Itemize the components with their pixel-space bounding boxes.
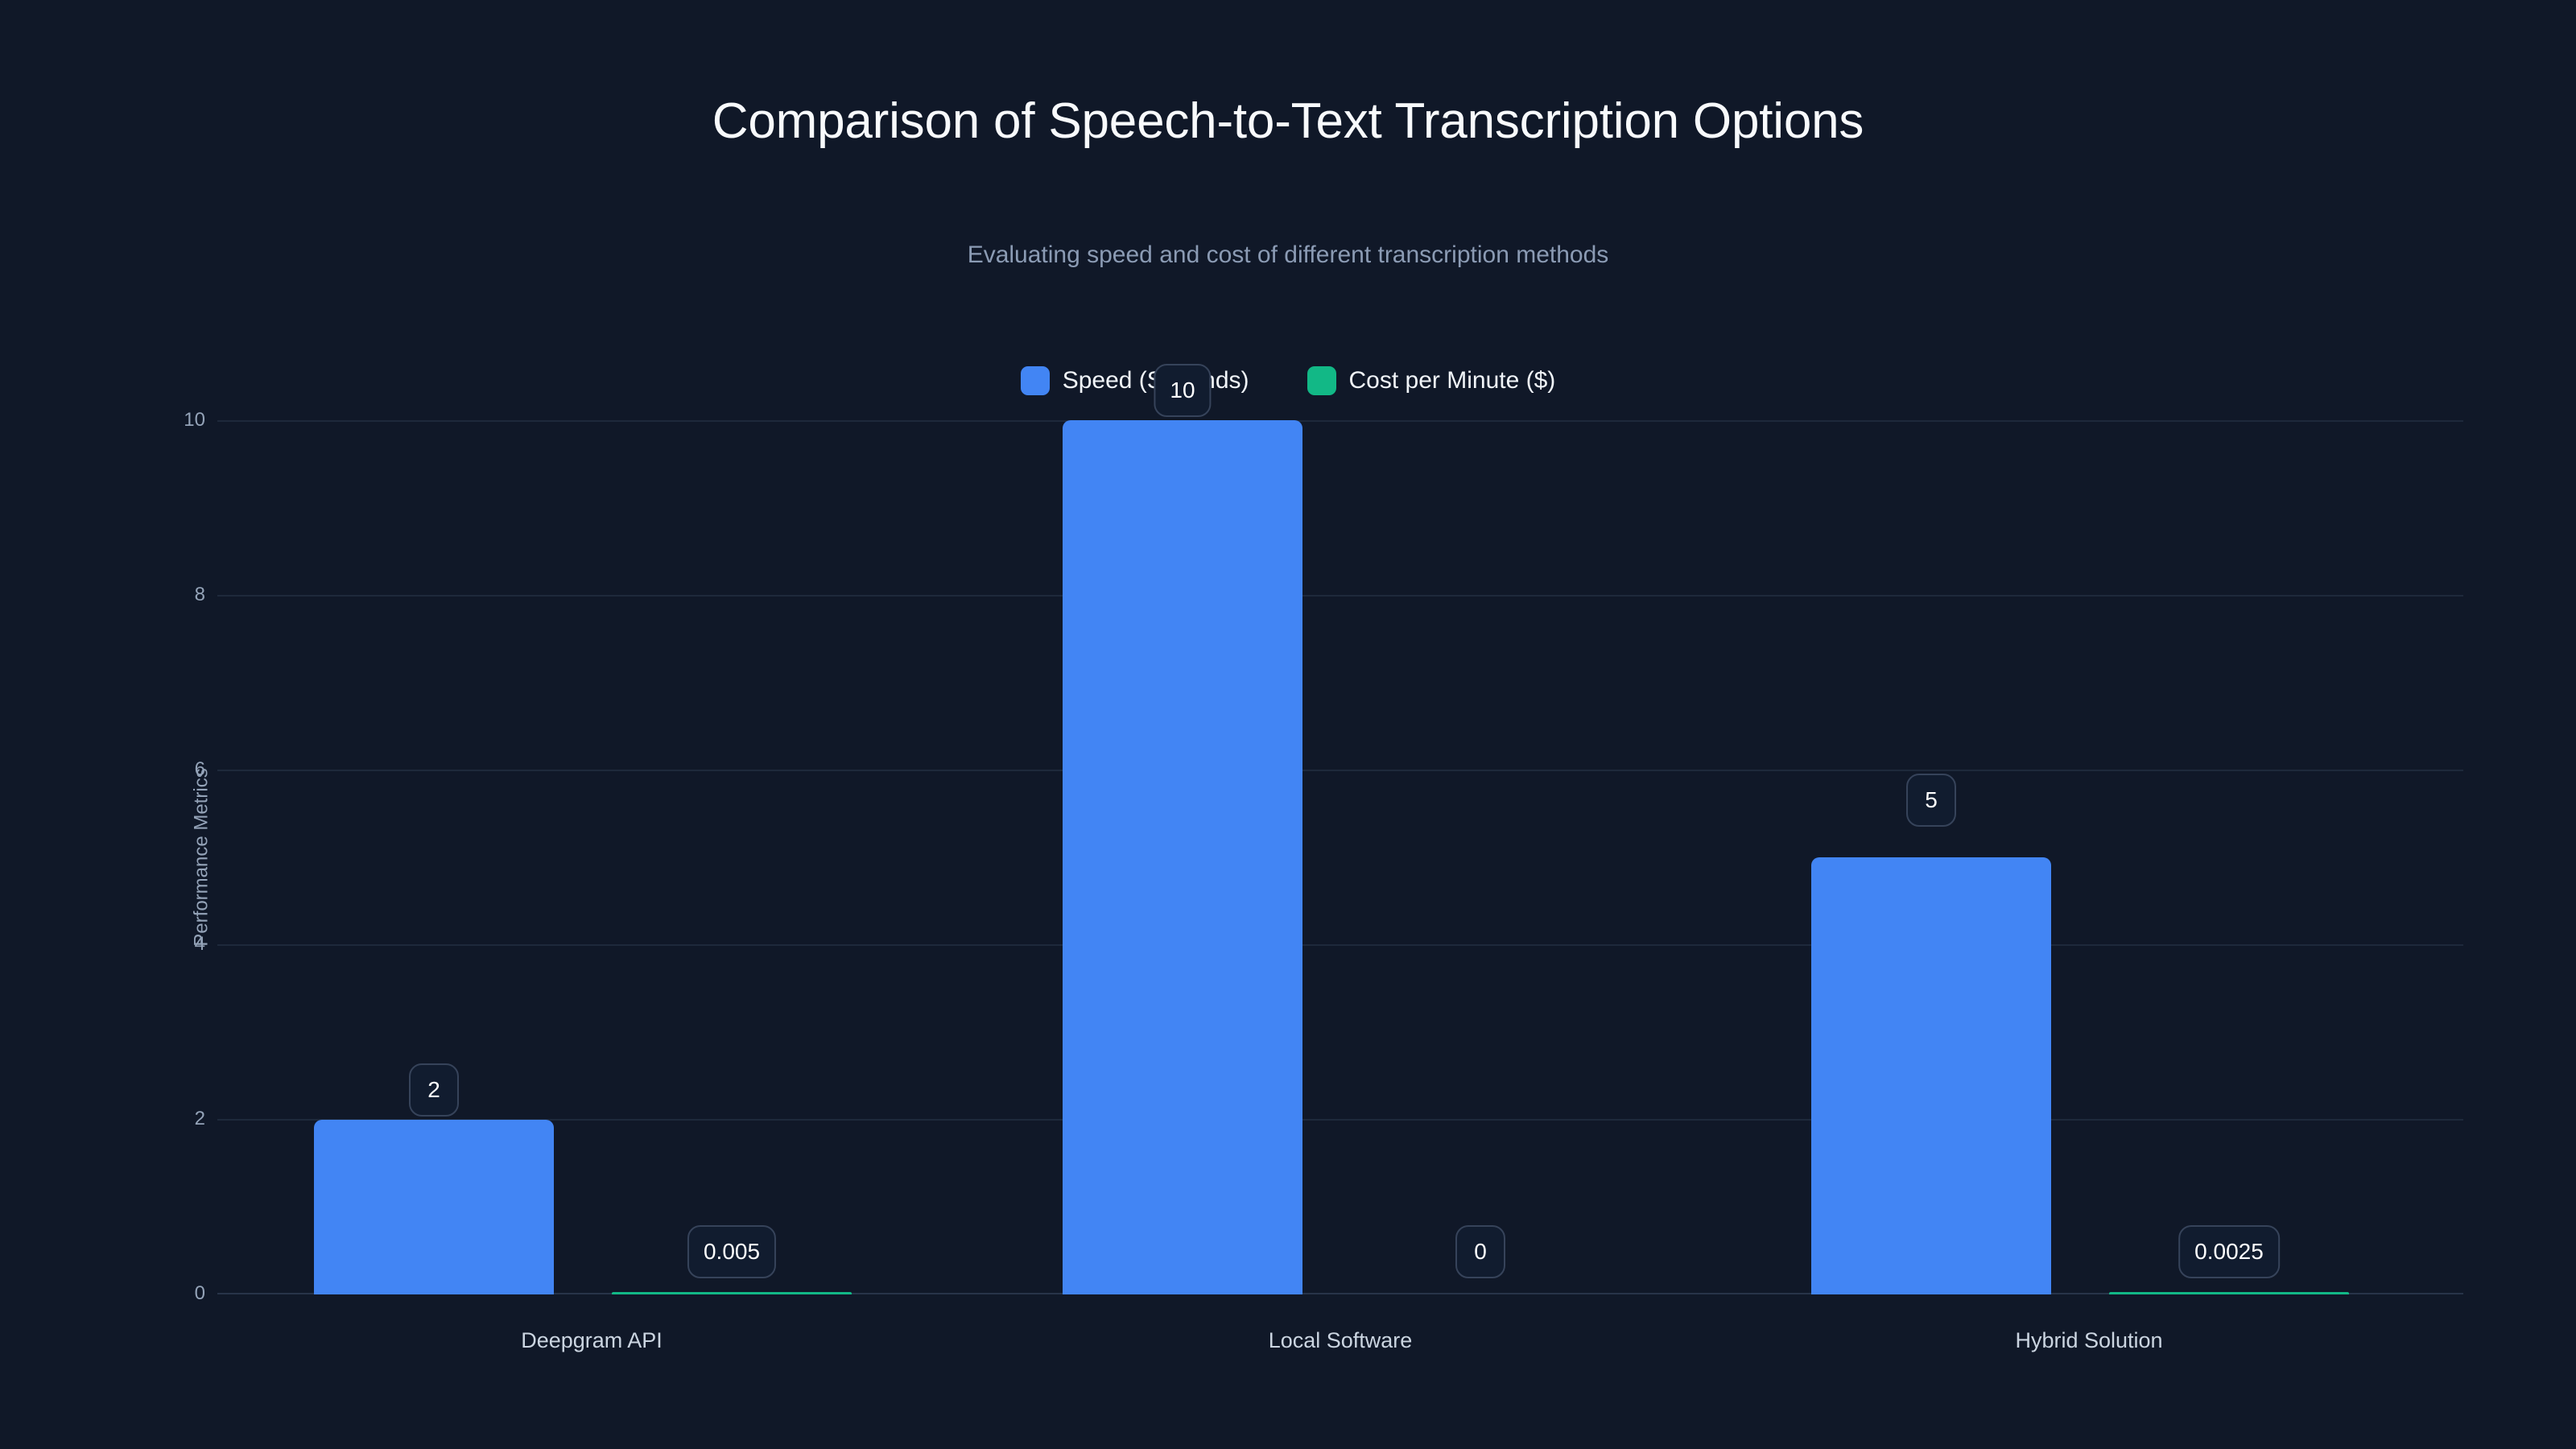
bar-cost-deepgram-api[interactable] (612, 1292, 852, 1294)
x-axis-line (217, 1293, 2463, 1294)
x-label-deepgram-api: Deepgram API (521, 1328, 663, 1352)
y-tick-0: 0 (194, 1282, 205, 1304)
gridline-10 (217, 420, 2463, 422)
legend-item-speed[interactable]: Speed (Seconds) (1020, 366, 1249, 395)
x-label-local-software: Local Software (1268, 1328, 1413, 1352)
y-tick-4: 4 (194, 933, 205, 955)
gridline-4 (217, 944, 2463, 946)
bar-speed-local-software[interactable] (1063, 420, 1302, 1294)
data-label-speed-deepgram-api: 2 (409, 1063, 459, 1117)
bar-speed-deepgram-api[interactable] (314, 1120, 554, 1294)
legend-item-cost[interactable]: Cost per Minute ($) (1307, 366, 1556, 395)
data-label-cost-hybrid-solution: 0.0025 (2178, 1225, 2280, 1278)
y-tick-8: 8 (194, 584, 205, 605)
bar-speed-hybrid-solution[interactable] (1811, 857, 2051, 1294)
y-tick-10: 10 (184, 409, 205, 431)
gridline-8 (217, 595, 2463, 597)
chart-subtitle: Evaluating speed and cost of different t… (967, 242, 1609, 268)
data-label-cost-local-software: 0 (1455, 1225, 1505, 1278)
gridline-2 (217, 1119, 2463, 1121)
legend-swatch-speed-icon (1020, 366, 1050, 395)
legend-label-cost: Cost per Minute ($) (1348, 367, 1556, 394)
y-axis-title: Performance Metrics (190, 768, 213, 947)
data-label-speed-local-software: 10 (1154, 364, 1212, 417)
data-label-cost-deepgram-api: 0.005 (687, 1225, 777, 1278)
chart-title: Comparison of Speech-to-Text Transcripti… (712, 93, 1864, 149)
plot-area: 2 0.005 10 0 5 0.0025 (217, 364, 2463, 1294)
chart-legend: Speed (Seconds) Cost per Minute ($) (0, 366, 2576, 395)
x-label-hybrid-solution: Hybrid Solution (2015, 1328, 2163, 1352)
y-tick-2: 2 (194, 1108, 205, 1129)
x-axis-labels: Deepgram API Local Software Hybrid Solut… (217, 1328, 2463, 1377)
legend-swatch-cost-icon (1307, 366, 1336, 395)
bar-cost-hybrid-solution[interactable] (2109, 1292, 2349, 1294)
y-tick-6: 6 (194, 758, 205, 780)
gridline-6 (217, 770, 2463, 771)
data-label-speed-hybrid-solution: 5 (1906, 774, 1956, 827)
